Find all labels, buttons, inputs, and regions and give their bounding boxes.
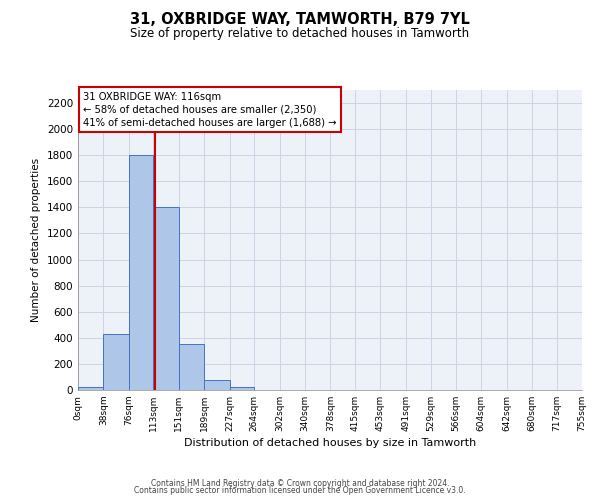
Bar: [129, 155, 154, 390]
Bar: [179, 344, 204, 390]
Y-axis label: Number of detached properties: Number of detached properties: [31, 158, 41, 322]
Bar: [230, 386, 254, 390]
Text: 31 OXBRIDGE WAY: 116sqm
← 58% of detached houses are smaller (2,350)
41% of semi: 31 OXBRIDGE WAY: 116sqm ← 58% of detache…: [83, 92, 337, 128]
Bar: [78, 388, 103, 390]
X-axis label: Distribution of detached houses by size in Tamworth: Distribution of detached houses by size …: [184, 438, 476, 448]
Text: 31, OXBRIDGE WAY, TAMWORTH, B79 7YL: 31, OXBRIDGE WAY, TAMWORTH, B79 7YL: [130, 12, 470, 28]
Bar: [103, 334, 129, 390]
Text: Contains public sector information licensed under the Open Government Licence v3: Contains public sector information licen…: [134, 486, 466, 495]
Text: Size of property relative to detached houses in Tamworth: Size of property relative to detached ho…: [130, 28, 470, 40]
Text: Contains HM Land Registry data © Crown copyright and database right 2024.: Contains HM Land Registry data © Crown c…: [151, 478, 449, 488]
Bar: [154, 208, 179, 390]
Bar: [204, 380, 230, 390]
